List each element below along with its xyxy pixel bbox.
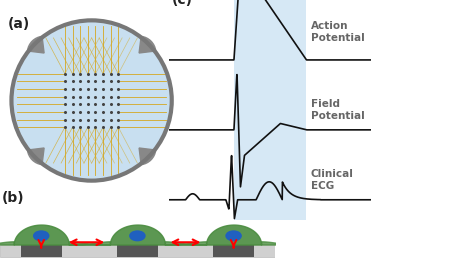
Wedge shape bbox=[139, 36, 156, 53]
Bar bbox=[213, 245, 254, 257]
Bar bbox=[117, 245, 158, 257]
Ellipse shape bbox=[226, 231, 241, 241]
Bar bbox=[234, 0, 306, 220]
Text: (c): (c) bbox=[171, 0, 192, 7]
Wedge shape bbox=[27, 36, 44, 53]
Text: Clinical
ECG: Clinical ECG bbox=[311, 169, 354, 191]
Bar bbox=[21, 245, 62, 257]
Ellipse shape bbox=[34, 231, 49, 241]
Wedge shape bbox=[27, 148, 44, 165]
Ellipse shape bbox=[130, 231, 145, 241]
Wedge shape bbox=[139, 148, 156, 165]
Text: (a): (a) bbox=[8, 17, 30, 31]
Text: (b): (b) bbox=[1, 191, 24, 205]
Circle shape bbox=[11, 20, 172, 181]
Bar bbox=[0, 244, 275, 257]
Text: Action
Potential: Action Potential bbox=[311, 21, 364, 43]
Text: Field
Potential: Field Potential bbox=[311, 99, 364, 121]
